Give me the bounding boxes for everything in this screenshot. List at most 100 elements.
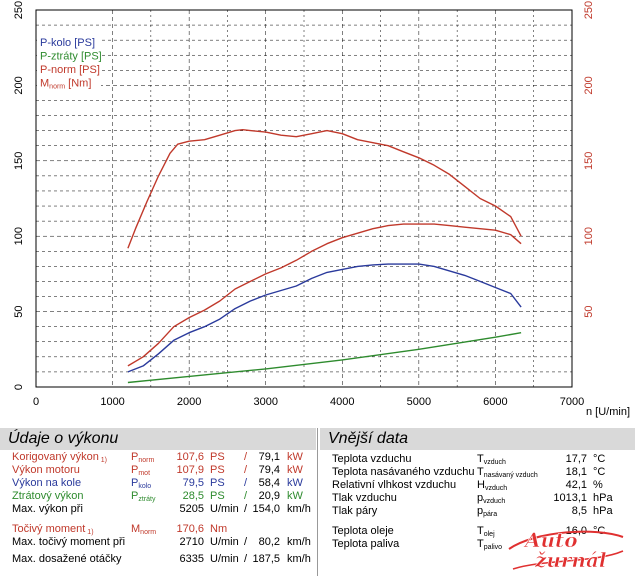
row-unit-1: PS — [210, 464, 225, 476]
row-label: Max. dosažené otáčky — [12, 553, 122, 565]
row-unit: °C — [593, 466, 606, 478]
row-value-1: 5205 — [179, 503, 204, 515]
row-symbol: Tpalivo — [477, 538, 503, 551]
row-value-2: 79,1 — [258, 451, 280, 463]
row-unit-1: U/min — [210, 503, 239, 515]
row-value: 42,1 — [565, 479, 587, 491]
autozurnal-logo: Auto žurnál — [508, 528, 624, 572]
svg-text:žurnál: žurnál — [534, 548, 607, 572]
row-label: Max. výkon při — [12, 503, 83, 515]
x-tick-label: 2000 — [177, 396, 201, 408]
x-tick-label: 7000 — [560, 396, 584, 408]
row-unit-2: km/h — [287, 536, 311, 548]
row-unit-2: kW — [287, 490, 303, 502]
row-value: 1013,1 — [553, 492, 587, 504]
row-value-2: 187,5 — [252, 553, 280, 565]
row-separator: / — [244, 477, 248, 489]
y-tick-label: 50 — [13, 305, 25, 317]
row-value-2: 79,4 — [258, 464, 280, 476]
x-tick-label: 0 — [33, 396, 39, 408]
y2-tick-label: 250 — [583, 1, 595, 19]
row-separator: / — [244, 503, 248, 515]
row-symbol: Pztráty — [131, 490, 156, 503]
y-tick-label: 100 — [13, 227, 25, 245]
row-label: Ztrátový výkon — [12, 490, 84, 502]
row-symbol: Tvzduch — [477, 453, 506, 466]
row-label: Výkon na kole — [12, 477, 82, 489]
row-unit-2: km/h — [287, 503, 311, 515]
y2-tick-label: 150 — [583, 152, 595, 170]
y-tick-label: 0 — [13, 384, 25, 390]
row-symbol: ppára — [477, 505, 498, 518]
legend-entry: Mnorm [Nm] — [40, 78, 91, 91]
row-label: Teplota paliva — [332, 538, 400, 550]
row-value-1: 2710 — [179, 536, 204, 548]
row-unit: hPa — [593, 505, 613, 517]
chart-legend: P-kolo [PS] P-ztráty [PS]P-norm [PS] Mnorm… — [37, 30, 102, 94]
row-unit-2: km/h — [287, 553, 311, 565]
row-unit: % — [593, 479, 603, 491]
row-label: Točivý moment 1) — [12, 523, 94, 536]
row-unit: °C — [593, 525, 606, 537]
row-separator: / — [244, 553, 248, 565]
x-tick-label: 6000 — [483, 396, 507, 408]
right-panel-title: Vnější data — [320, 428, 635, 450]
row-label: Teplota vzduchu — [332, 453, 412, 465]
x-tick-label: 3000 — [253, 396, 277, 408]
row-value-1: 107,6 — [176, 451, 204, 463]
row-value-2: 80,2 — [258, 536, 280, 548]
row-value: 8,5 — [571, 505, 587, 517]
row-unit-1: Nm — [210, 523, 228, 535]
row-symbol: Tnasávaný vzduch — [477, 466, 538, 479]
row-symbol: Pmot — [131, 464, 151, 477]
y-tick-label: 200 — [13, 76, 25, 94]
row-value-2: 20,9 — [258, 490, 280, 502]
row-symbol: Pnorm — [131, 451, 155, 464]
row-label: Tlak páry — [332, 505, 378, 517]
row-unit-1: PS — [210, 477, 225, 489]
y2-tick-label: 200 — [583, 76, 595, 94]
row-value-1: 107,9 — [176, 464, 204, 476]
row-unit: °C — [593, 453, 606, 465]
series-line — [127, 223, 522, 367]
row-symbol: Mnorm — [131, 523, 157, 536]
row-label: Výkon motoru — [12, 464, 80, 476]
row-unit: hPa — [593, 492, 613, 504]
row-label: Teplota nasávaného vzduchu — [332, 466, 475, 478]
x-tick-label: 4000 — [330, 396, 354, 408]
y-tick-label: 250 — [13, 1, 25, 19]
y-tick-label: 150 — [13, 152, 25, 170]
chart-series — [127, 128, 522, 384]
row-symbol: Hvzduch — [477, 479, 508, 492]
row-label: Teplota oleje — [332, 525, 394, 537]
row-label: Tlak vzduchu — [332, 492, 397, 504]
row-value-1: 6335 — [179, 553, 204, 565]
row-unit-2: kW — [287, 451, 303, 463]
panel-divider — [317, 428, 318, 576]
row-unit-2: kW — [287, 464, 303, 476]
row-separator: / — [244, 451, 248, 463]
row-value-1: 170,6 — [176, 523, 204, 535]
svg-text:Auto: Auto — [523, 528, 578, 552]
row-separator: / — [244, 536, 248, 548]
row-unit-1: U/min — [210, 553, 239, 565]
y2-tick-label: 50 — [583, 305, 595, 317]
row-label: Max. točivý moment při — [12, 536, 126, 548]
row-unit-2: kW — [287, 477, 303, 489]
row-value-1: 79,5 — [182, 477, 204, 489]
row-unit-1: U/min — [210, 536, 239, 548]
row-unit-1: PS — [210, 451, 225, 463]
left-panel-title: Údaje o výkonu — [0, 428, 316, 450]
chart-grid — [35, 9, 573, 388]
row-value-2: 58,4 — [258, 477, 280, 489]
row-separator: / — [244, 490, 248, 502]
row-symbol: Tolej — [477, 525, 495, 538]
row-label: Relativní vlhkost vzduchu — [332, 479, 457, 491]
x-tick-label: 1000 — [100, 396, 124, 408]
row-separator: / — [244, 464, 248, 476]
row-value: 18,1 — [565, 466, 587, 478]
series-line — [127, 128, 522, 249]
x-axis-label: n [U/min] — [586, 406, 630, 418]
row-symbol: pvzduch — [477, 492, 506, 505]
